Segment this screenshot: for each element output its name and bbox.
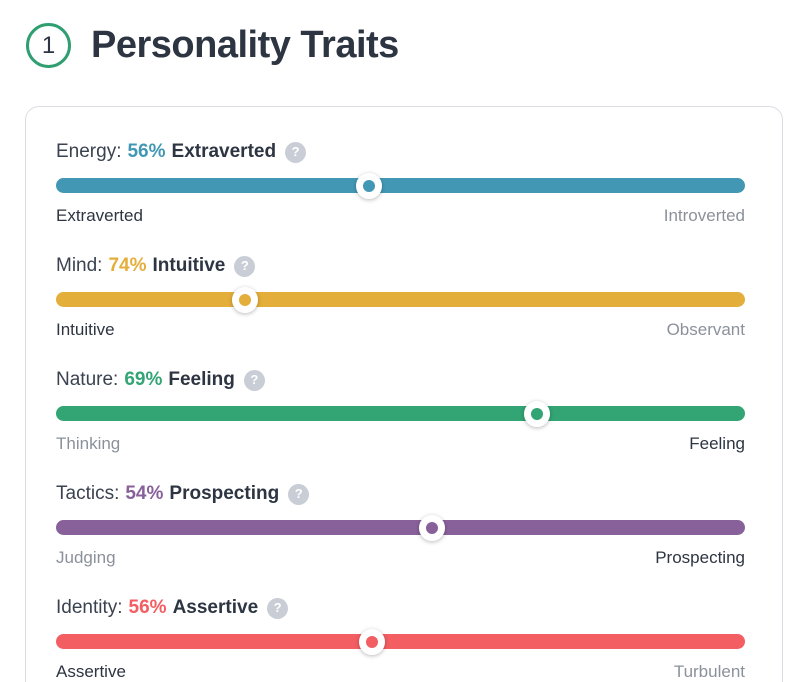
right-pole-label: Feeling xyxy=(689,434,745,453)
trait-slider-bar xyxy=(56,178,745,193)
trait-slider-track xyxy=(56,628,745,655)
question-mark-icon[interactable]: ? xyxy=(267,597,289,619)
question-mark-icon[interactable]: ? xyxy=(285,141,307,163)
slider-handle[interactable] xyxy=(419,514,446,541)
trait-title: Nature: 69% Feeling ? xyxy=(56,369,745,391)
trait-percent: 56% xyxy=(128,597,167,618)
page-header: 1 Personality Traits xyxy=(0,0,800,68)
trait-slider-track xyxy=(56,400,745,427)
question-mark-icon[interactable]: ? xyxy=(288,483,310,505)
trait-pole-labels: Intuitive Observant xyxy=(56,320,745,340)
left-pole-label: Extraverted xyxy=(56,206,143,225)
step-number: 1 xyxy=(41,31,56,59)
trait-title: Mind: 74% Intuitive ? xyxy=(56,255,745,277)
left-pole-label: Assertive xyxy=(56,662,126,681)
right-pole-label: Prospecting xyxy=(655,548,745,567)
slider-handle[interactable] xyxy=(356,172,383,199)
trait-dominant-name: Intuitive xyxy=(152,255,226,276)
trait-row-tactics: Tactics: 54% Prospecting ? Judging Prosp… xyxy=(56,483,745,568)
trait-percent: 56% xyxy=(127,141,166,162)
trait-pole-labels: Judging Prospecting xyxy=(56,548,745,568)
trait-title: Tactics: 54% Prospecting ? xyxy=(56,483,745,505)
trait-dominant-name: Prospecting xyxy=(169,483,280,504)
trait-slider-track xyxy=(56,514,745,541)
trait-percent: 69% xyxy=(124,369,163,390)
trait-label: Energy: xyxy=(56,141,122,162)
right-pole-label: Turbulent xyxy=(673,662,745,681)
trait-row-identity: Identity: 56% Assertive ? Assertive Turb… xyxy=(56,597,745,682)
slider-handle[interactable] xyxy=(232,286,259,313)
trait-label: Identity: xyxy=(56,597,123,618)
trait-slider-track xyxy=(56,286,745,313)
trait-label: Nature: xyxy=(56,369,119,390)
trait-pole-labels: Assertive Turbulent xyxy=(56,662,745,682)
trait-dominant-name: Extraverted xyxy=(171,141,277,162)
trait-slider-bar xyxy=(56,406,745,421)
trait-slider-bar xyxy=(56,634,745,649)
trait-pole-labels: Extraverted Introverted xyxy=(56,206,745,226)
trait-label: Mind: xyxy=(56,255,103,276)
right-pole-label: Introverted xyxy=(663,206,745,225)
page-title: Personality Traits xyxy=(91,24,399,66)
right-pole-label: Observant xyxy=(666,320,745,339)
trait-dominant-name: Assertive xyxy=(172,597,259,618)
left-pole-label: Thinking xyxy=(56,434,121,453)
slider-handle[interactable] xyxy=(523,400,550,427)
left-pole-label: Judging xyxy=(56,548,116,567)
trait-percent: 74% xyxy=(108,255,147,276)
trait-slider-bar xyxy=(56,292,745,307)
question-mark-icon[interactable]: ? xyxy=(234,255,256,277)
left-pole-label: Intuitive xyxy=(56,320,115,339)
trait-row-energy: Energy: 56% Extraverted ? Extraverted In… xyxy=(56,141,745,226)
personality-traits-card: Energy: 56% Extraverted ? Extraverted In… xyxy=(25,106,783,682)
trait-percent: 54% xyxy=(125,483,164,504)
trait-title: Identity: 56% Assertive ? xyxy=(56,597,745,619)
trait-pole-labels: Thinking Feeling xyxy=(56,434,745,454)
trait-row-mind: Mind: 74% Intuitive ? Intuitive Observan… xyxy=(56,255,745,340)
question-mark-icon[interactable]: ? xyxy=(243,369,265,391)
step-number-circle: 1 xyxy=(26,23,71,68)
trait-dominant-name: Feeling xyxy=(168,369,235,390)
trait-slider-track xyxy=(56,172,745,199)
trait-row-nature: Nature: 69% Feeling ? Thinking Feeling xyxy=(56,369,745,454)
trait-title: Energy: 56% Extraverted ? xyxy=(56,141,745,163)
slider-handle[interactable] xyxy=(359,628,386,655)
trait-slider-bar xyxy=(56,520,745,535)
trait-label: Tactics: xyxy=(56,483,120,504)
